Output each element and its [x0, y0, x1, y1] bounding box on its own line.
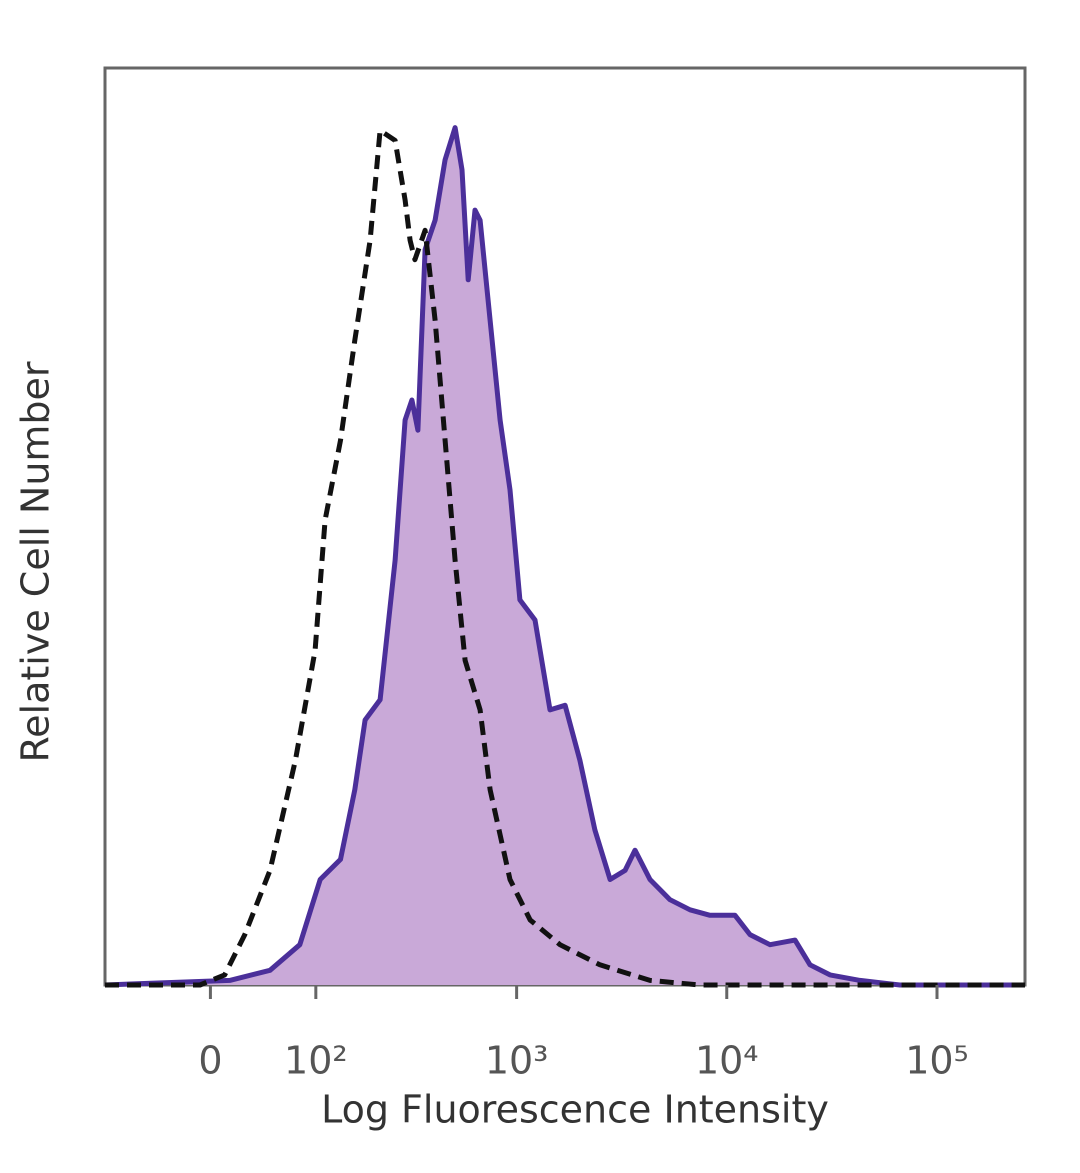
x-tick-label: 10² — [284, 1039, 348, 1083]
x-tick-label: 10⁵ — [905, 1039, 969, 1083]
histogram-line — [104, 125, 1025, 988]
y-axis-label: Relative Cell Number — [14, 361, 58, 762]
x-tick-label: 10³ — [485, 1039, 549, 1083]
x-tick-label: 10⁴ — [695, 1039, 759, 1083]
x-tick-label: 0 — [198, 1039, 222, 1083]
histogram-line-dashed — [105, 127, 1025, 988]
histogram-area — [105, 127, 1025, 986]
x-axis-label: Log Fluorescence Intensity — [321, 1088, 829, 1132]
